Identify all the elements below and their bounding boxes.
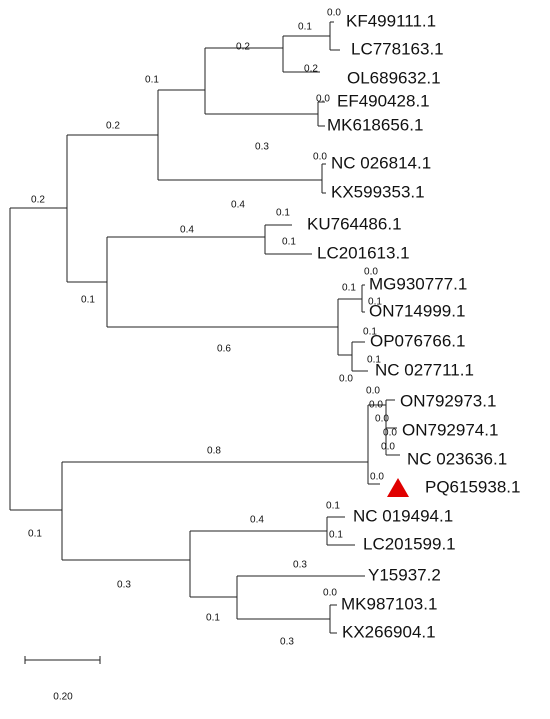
branch-label: 0.1 bbox=[206, 613, 220, 624]
branch-label: 0.1 bbox=[298, 22, 312, 33]
branch-label: 0.1 bbox=[28, 529, 42, 540]
leaf-label: KX266904.1 bbox=[342, 622, 436, 641]
leaf-label: EF490428.1 bbox=[337, 91, 430, 110]
branch-label: 0.0 bbox=[375, 414, 389, 425]
branch-label: 0.0 bbox=[327, 8, 341, 19]
branch-label: 0.3 bbox=[280, 637, 294, 648]
branch-label: 0.2 bbox=[31, 195, 45, 206]
branch-label: 0.1 bbox=[367, 355, 381, 366]
branch-label: 0.0 bbox=[381, 442, 395, 453]
branch-label: 0.0 bbox=[366, 386, 380, 397]
branch-label: 0.4 bbox=[250, 515, 264, 526]
branch-label: 0.0 bbox=[339, 374, 353, 385]
leaf-label: KX599353.1 bbox=[331, 182, 425, 201]
leaf-label: LC201599.1 bbox=[363, 534, 456, 553]
leaf-label: LC201613.1 bbox=[317, 243, 410, 262]
leaf-label: ON792973.1 bbox=[400, 391, 496, 410]
branch-label: 0.0 bbox=[364, 267, 378, 278]
branch-label: 0.3 bbox=[293, 560, 307, 571]
branch-label: 0.0 bbox=[313, 152, 327, 163]
scale-label: 0.20 bbox=[53, 692, 73, 703]
leaf-label: MK987103.1 bbox=[341, 594, 437, 613]
leaf-label: NC 026814.1 bbox=[331, 153, 431, 172]
branch-label: 0.1 bbox=[282, 237, 296, 248]
leaf-label: NC 023636.1 bbox=[407, 449, 507, 468]
branch-label: 0.2 bbox=[106, 121, 120, 132]
leaf-label: NC 019494.1 bbox=[353, 506, 453, 525]
branch-label: 0.2 bbox=[236, 42, 250, 53]
branch-label: 0.0 bbox=[369, 400, 383, 411]
branch-label: 0.8 bbox=[207, 446, 221, 457]
branch-label: 0.0 bbox=[323, 588, 337, 599]
branch-label: 0.0 bbox=[316, 94, 330, 105]
branch-label: 0.0 bbox=[370, 472, 384, 483]
leaf-label: PQ615938.1 bbox=[425, 477, 520, 496]
branch-label: 0.1 bbox=[276, 208, 290, 219]
branch-label: 0.1 bbox=[329, 530, 343, 541]
leaf-label: OL689632.1 bbox=[347, 68, 441, 87]
branch-label: 0.3 bbox=[255, 142, 269, 153]
branch-label: 0.1 bbox=[368, 297, 382, 308]
branch-label: 0.1 bbox=[145, 75, 159, 86]
leaf-label: KU764486.1 bbox=[307, 214, 402, 233]
branch-label: 0.0 bbox=[383, 428, 397, 439]
branch-label: 0.6 bbox=[217, 344, 231, 355]
branch-label: 0.3 bbox=[117, 580, 131, 591]
marker-triangle bbox=[387, 478, 409, 497]
branch-label: 0.1 bbox=[326, 501, 340, 512]
branch-label: 0.2 bbox=[304, 64, 318, 75]
branch-label: 0.4 bbox=[180, 225, 194, 236]
leaf-label: ON714999.1 bbox=[369, 301, 465, 320]
leaf-label: LC778163.1 bbox=[351, 39, 444, 58]
leaf-label: KF499111.1 bbox=[346, 11, 436, 30]
branch-label: 0.1 bbox=[81, 295, 95, 306]
leaf-label: NC 027711.1 bbox=[375, 360, 474, 379]
leaf-label: MG930777.1 bbox=[369, 274, 467, 293]
leaf-label: OP076766.1 bbox=[370, 331, 465, 350]
branch-label: 0.1 bbox=[342, 283, 356, 294]
leaf-label: ON792974.1 bbox=[402, 420, 498, 439]
leaf-label: MK618656.1 bbox=[327, 115, 423, 134]
branch-label: 0.4 bbox=[231, 200, 245, 211]
branch-label: 0.1 bbox=[363, 327, 377, 338]
leaf-label: Y15937.2 bbox=[368, 565, 441, 584]
tree-branches bbox=[9, 21, 400, 634]
